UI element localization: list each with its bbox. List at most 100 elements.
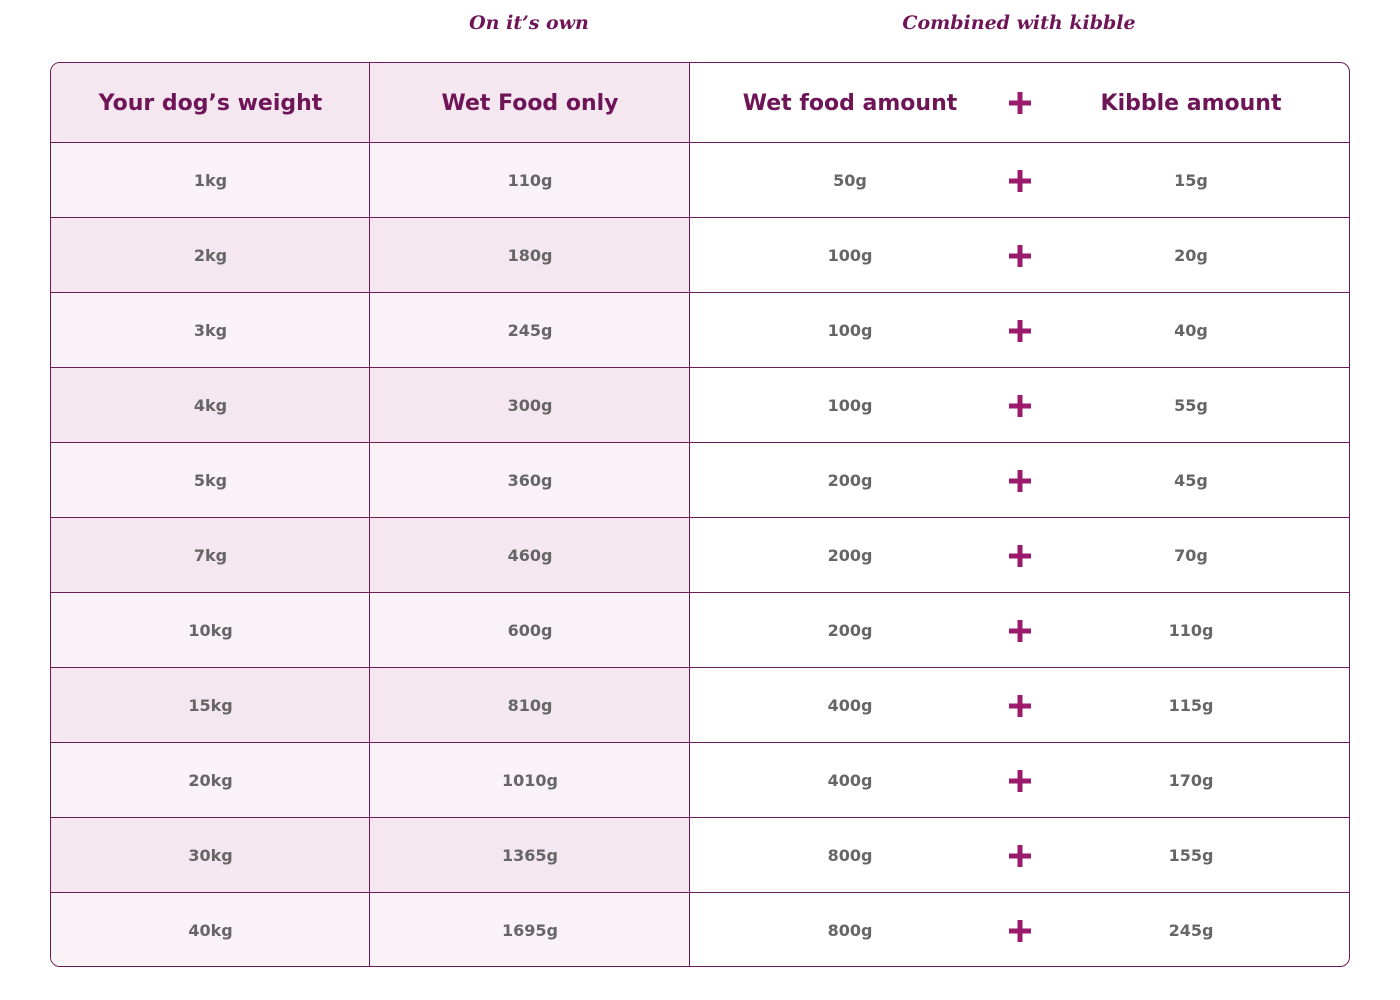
table-cell: 7kg	[193, 546, 228, 565]
table-cell: 170g	[1168, 771, 1214, 790]
table-cell: 155g	[1168, 846, 1214, 865]
plus-icon	[1009, 919, 1031, 942]
plus-icon	[1009, 619, 1031, 642]
row-divider	[51, 817, 1349, 818]
table-cell: 245g	[1168, 921, 1214, 940]
table-cell: 180g	[507, 246, 553, 265]
table-cell: 55g	[1174, 396, 1208, 415]
plus	[1009, 319, 1031, 342]
table-cell: 400g	[827, 696, 873, 715]
table-cell: 40g	[1174, 321, 1208, 340]
row-bg	[51, 668, 690, 743]
row-divider	[51, 142, 1349, 143]
row-bg	[51, 743, 690, 818]
row-bg	[51, 143, 690, 218]
plus	[1009, 469, 1031, 492]
plus	[1009, 92, 1031, 114]
row-divider	[51, 442, 1349, 443]
row-divider	[51, 667, 1349, 668]
table-cell: 1365g	[502, 846, 558, 865]
plus-icon	[1009, 319, 1031, 342]
table-cell: 20g	[1174, 246, 1208, 265]
plus-icon	[1009, 844, 1031, 867]
row-divider	[51, 367, 1349, 368]
row-divider	[51, 592, 1349, 593]
plus	[1009, 694, 1031, 717]
table-cell: 115g	[1168, 696, 1214, 715]
group-label: Combined with kibble	[902, 12, 1136, 34]
row-divider	[51, 292, 1349, 293]
row-divider	[51, 742, 1349, 743]
header-cell: Wet food amount	[742, 90, 958, 116]
table-cell: 70g	[1174, 546, 1208, 565]
table-cell: 15g	[1174, 171, 1208, 190]
table-cell: 2kg	[193, 246, 228, 265]
table-cell: 45g	[1174, 471, 1208, 490]
row-divider	[51, 892, 1349, 893]
table-cell: 15kg	[188, 696, 233, 715]
row-bg	[51, 818, 690, 893]
table-cell: 50g	[833, 171, 867, 190]
table-cell: 40kg	[188, 921, 233, 940]
row-bg	[51, 893, 690, 966]
table-cell: 100g	[827, 246, 873, 265]
table-cell: 1695g	[502, 921, 558, 940]
table-cell: 3kg	[193, 321, 228, 340]
column-divider	[689, 63, 690, 966]
row-divider	[51, 517, 1349, 518]
row-divider	[51, 217, 1349, 218]
table-cell: 400g	[827, 771, 873, 790]
row-bg	[51, 218, 690, 293]
plus-icon	[1009, 769, 1031, 792]
plus	[1009, 169, 1031, 192]
table-cell: 200g	[827, 621, 873, 640]
header-cell: Kibble amount	[1100, 90, 1282, 116]
table-cell: 360g	[507, 471, 553, 490]
plus	[1009, 394, 1031, 417]
table-cell: 200g	[827, 546, 873, 565]
plus-icon	[1009, 244, 1031, 267]
table-cell: 460g	[507, 546, 553, 565]
table-cell: 810g	[507, 696, 553, 715]
plus-icon	[1009, 169, 1031, 192]
header-cell: Your dog’s weight	[98, 90, 323, 116]
table-cell: 20kg	[188, 771, 233, 790]
row-bg	[51, 368, 690, 443]
feeding-table: Your dog’s weight Wet Food only Wet food a…	[50, 62, 1350, 967]
plus	[1009, 619, 1031, 642]
table-cell: 800g	[827, 846, 873, 865]
plus-icon	[1009, 694, 1031, 717]
table-cell: 5kg	[193, 471, 228, 490]
plus	[1009, 544, 1031, 567]
row-bg	[51, 593, 690, 668]
row-bg	[51, 518, 690, 593]
plus-icon	[1009, 394, 1031, 417]
table-cell: 100g	[827, 321, 873, 340]
plus	[1009, 919, 1031, 942]
plus-icon	[1009, 92, 1031, 114]
plus-icon	[1009, 544, 1031, 567]
table-cell: 1kg	[193, 171, 228, 190]
table-cell: 110g	[507, 171, 553, 190]
table-cell: 30kg	[188, 846, 233, 865]
table-cell: 1010g	[502, 771, 558, 790]
table-cell: 245g	[507, 321, 553, 340]
plus-icon	[1009, 469, 1031, 492]
table-cell: 110g	[1168, 621, 1214, 640]
plus	[1009, 244, 1031, 267]
group-label: On it’s own	[469, 12, 589, 34]
plus	[1009, 844, 1031, 867]
row-bg	[51, 443, 690, 518]
table-cell: 4kg	[193, 396, 228, 415]
row-bg	[51, 293, 690, 368]
plus	[1009, 769, 1031, 792]
table-cell: 800g	[827, 921, 873, 940]
table-cell: 600g	[507, 621, 553, 640]
column-divider	[369, 63, 370, 966]
table-cell: 200g	[827, 471, 873, 490]
header-bg	[51, 63, 690, 143]
table-cell: 10kg	[188, 621, 233, 640]
header-cell: Wet Food only	[441, 90, 619, 116]
table-cell: 100g	[827, 396, 873, 415]
